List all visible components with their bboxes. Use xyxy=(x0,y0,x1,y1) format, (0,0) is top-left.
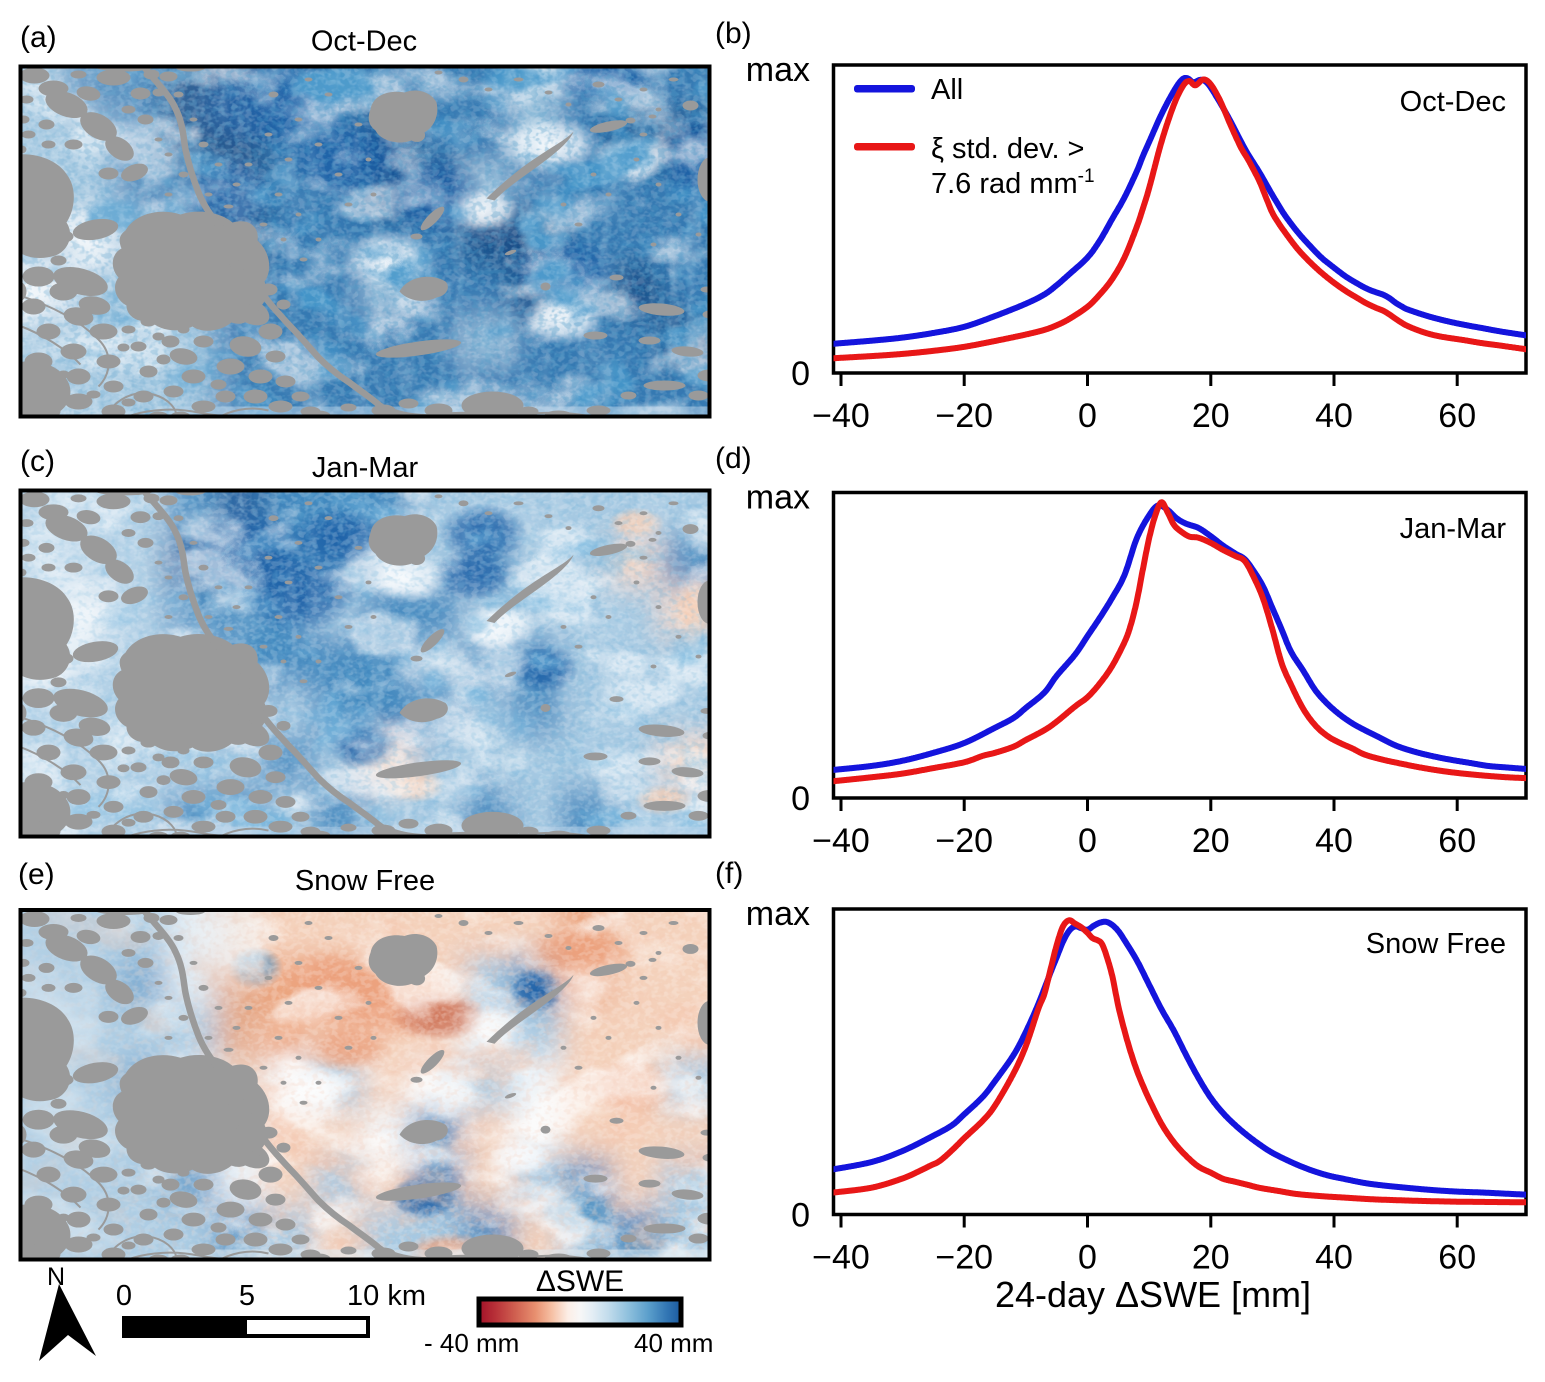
svg-text:40: 40 xyxy=(1315,1239,1353,1277)
svg-text:60: 60 xyxy=(1438,822,1476,860)
svg-text:Jan-Mar: Jan-Mar xyxy=(312,452,419,484)
svg-text:60: 60 xyxy=(1438,1239,1476,1277)
svg-text:−20: −20 xyxy=(935,822,993,860)
svg-text:(b): (b) xyxy=(715,17,752,50)
svg-text:−40: −40 xyxy=(812,1239,870,1277)
svg-text:(a): (a) xyxy=(20,21,57,54)
svg-text:Jan-Mar: Jan-Mar xyxy=(1400,513,1507,545)
svg-text:(e): (e) xyxy=(18,858,55,891)
svg-text:0: 0 xyxy=(791,355,810,393)
svg-text:ξ std. dev. >: ξ std. dev. > xyxy=(931,133,1085,165)
svg-text:−40: −40 xyxy=(812,397,870,435)
svg-text:5: 5 xyxy=(239,1280,255,1312)
svg-text:0: 0 xyxy=(1078,397,1097,435)
svg-text:24-day ΔSWE [mm]: 24-day ΔSWE [mm] xyxy=(995,1274,1311,1315)
svg-text:max: max xyxy=(746,479,810,517)
svg-text:40: 40 xyxy=(1315,397,1353,435)
svg-text:max: max xyxy=(746,895,810,933)
svg-text:0: 0 xyxy=(1078,1239,1097,1277)
svg-text:20: 20 xyxy=(1192,1239,1230,1277)
svg-text:20: 20 xyxy=(1192,397,1230,435)
svg-text:- 40 mm: - 40 mm xyxy=(424,1328,519,1358)
svg-text:60: 60 xyxy=(1438,397,1476,435)
svg-text:20: 20 xyxy=(1192,822,1230,860)
svg-text:All: All xyxy=(931,74,963,106)
svg-text:Oct-Dec: Oct-Dec xyxy=(311,26,417,58)
svg-text:7.6 rad mm-1: 7.6 rad mm-1 xyxy=(931,166,1095,200)
svg-text:−40: −40 xyxy=(812,822,870,860)
svg-text:(d): (d) xyxy=(715,442,752,475)
svg-text:(f): (f) xyxy=(715,857,743,890)
svg-text:−20: −20 xyxy=(935,1239,993,1277)
svg-text:max: max xyxy=(746,51,810,89)
svg-text:N: N xyxy=(47,1263,65,1291)
svg-text:Oct-Dec: Oct-Dec xyxy=(1400,86,1506,118)
svg-text:40 mm: 40 mm xyxy=(634,1328,713,1358)
svg-text:(c): (c) xyxy=(20,445,55,478)
svg-text:40: 40 xyxy=(1315,822,1353,860)
svg-text:0: 0 xyxy=(791,1197,810,1235)
svg-text:ΔSWE: ΔSWE xyxy=(536,1265,624,1298)
svg-text:10 km: 10 km xyxy=(347,1280,426,1312)
svg-text:0: 0 xyxy=(116,1280,132,1312)
svg-text:−20: −20 xyxy=(935,397,993,435)
svg-text:Snow Free: Snow Free xyxy=(295,865,435,897)
svg-text:0: 0 xyxy=(1078,822,1097,860)
svg-text:0: 0 xyxy=(791,780,810,818)
svg-text:Snow Free: Snow Free xyxy=(1366,928,1506,960)
